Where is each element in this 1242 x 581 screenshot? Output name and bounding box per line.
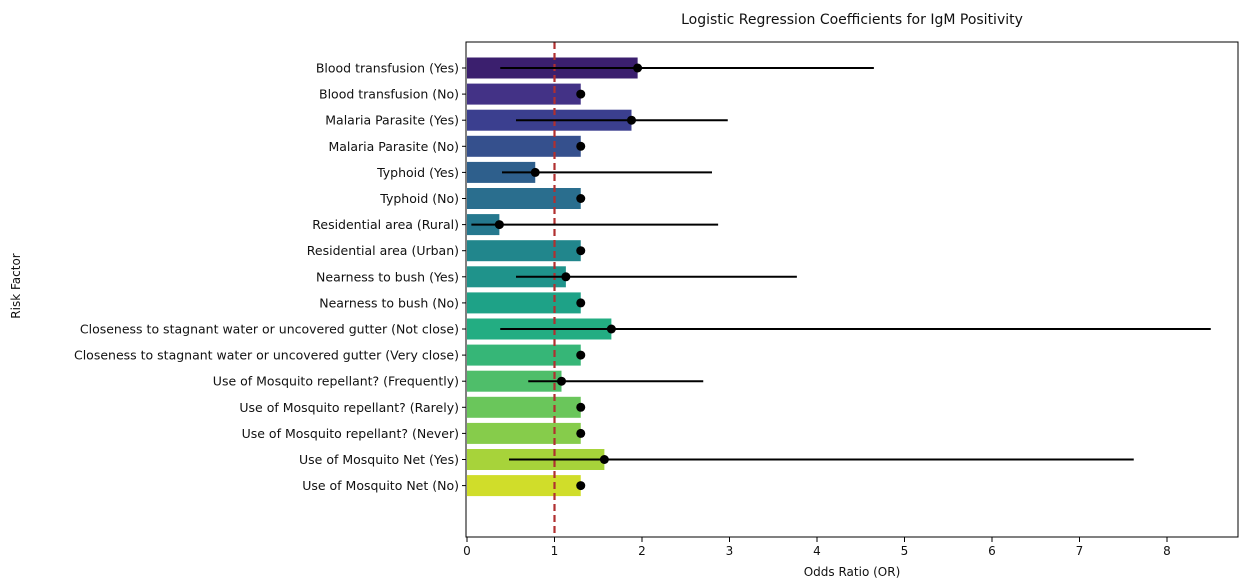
point-estimate (576, 428, 586, 438)
axes-frame (465, 41, 1239, 538)
point-estimate (576, 194, 586, 203)
y-tick-label: Closeness to stagnant water or uncovered… (80, 322, 459, 337)
bar (467, 396, 581, 418)
y-tick-label: Malaria Parasite (No) (328, 139, 459, 154)
bar (467, 240, 581, 262)
point-estimate (599, 455, 609, 464)
bar (467, 475, 581, 497)
y-axis-title: Risk Factor (9, 253, 23, 318)
y-tick-label: Nearness to bush (Yes) (316, 269, 459, 284)
y-tick-label: Use of Mosquito repellant? (Frequently) (213, 374, 459, 389)
point-estimate (576, 350, 586, 360)
point-estimate (576, 402, 586, 412)
point-estimate (576, 246, 586, 256)
y-tick-label: Typhoid (No) (379, 191, 459, 206)
x-tick-label: 5 (901, 544, 909, 558)
x-tick-label: 1 (551, 544, 559, 558)
y-tick-label: Use of Mosquito Net (Yes) (299, 452, 459, 467)
y-tick-label: Nearness to bush (No) (319, 295, 459, 310)
x-tick-label: 7 (1076, 544, 1084, 558)
x-tick-label: 6 (988, 544, 996, 558)
x-tick-label: 2 (638, 544, 646, 558)
bar (467, 83, 581, 105)
point-estimate (627, 115, 636, 125)
bar (467, 422, 581, 444)
point-estimate (494, 220, 504, 230)
y-tick-label: Use of Mosquito repellant? (Rarely) (239, 400, 459, 415)
y-tick-label: Malaria Parasite (Yes) (325, 113, 459, 128)
point-estimate (606, 324, 616, 334)
x-tick-label: 8 (1163, 544, 1171, 558)
y-tick-label: Use of Mosquito repellant? (Never) (242, 426, 459, 441)
chart-title: Logistic Regression Coefficients for IgM… (681, 12, 1023, 28)
bar (467, 188, 581, 209)
x-ticks: 0 1 2 3 4 5 6 7 8 (463, 537, 1171, 558)
point-estimate (576, 141, 586, 151)
x-tick-label: 3 (726, 544, 734, 558)
bar (467, 135, 581, 157)
point-estimate (557, 376, 566, 386)
y-tick-label: Typhoid (Yes) (376, 165, 459, 180)
x-axis-title: Odds Ratio (OR) (804, 565, 901, 579)
point-estimate (561, 272, 571, 282)
bar (467, 370, 562, 392)
point-estimate (576, 89, 586, 99)
x-tick-label: 4 (813, 544, 821, 558)
y-tick-label: Blood transfusion (No) (319, 87, 459, 102)
category-labels: Blood transfusion (Yes) Blood transfusion… (74, 61, 466, 493)
point-estimate (530, 167, 540, 177)
y-tick-label: Blood transfusion (Yes) (316, 61, 459, 76)
y-tick-label: Residential area (Rural) (312, 217, 459, 232)
y-tick-label: Use of Mosquito Net (No) (302, 478, 459, 493)
y-tick-label: Closeness to stagnant water or uncovered… (74, 348, 459, 363)
bar (467, 344, 581, 366)
point-estimate (633, 63, 643, 73)
bar (467, 292, 581, 314)
bar (467, 161, 536, 183)
y-tick-label: Residential area (Urban) (307, 243, 459, 258)
point-estimate (576, 298, 586, 308)
plot-area-border (465, 41, 1239, 538)
x-tick-label: 0 (463, 544, 471, 558)
error-bars-layer (471, 63, 1211, 491)
point-estimate (576, 481, 586, 491)
